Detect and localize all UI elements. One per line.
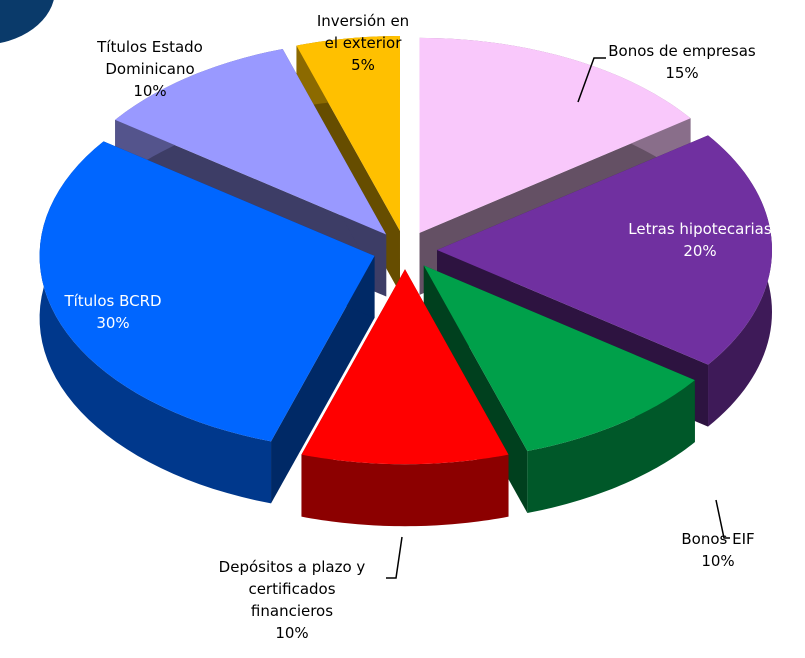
value-label: 10% [275,624,309,642]
category-label: Bonos de empresas [608,42,756,60]
slice [301,269,509,465]
decoration [0,0,54,44]
value-label: 10% [133,82,167,100]
value-label: 10% [701,552,735,570]
slice [423,265,695,451]
slice-label: Bonos de empresas 15% [582,40,782,84]
slice-label: Inversión en el exterior 5% [308,10,418,76]
value-label: 30% [96,314,130,332]
category-label: Títulos Estado Dominicano [97,38,203,78]
slice-label: Letras hipotecarias 20% [600,218,800,262]
leader-line [577,57,606,103]
slice-label: Depósitos a plazo y certificados financi… [207,556,377,644]
slice [39,141,375,442]
category-label: Bonos EIF [681,530,755,548]
slice [419,37,691,233]
slice [437,135,772,365]
slice [296,36,400,232]
category-label: Inversión en el exterior [316,12,410,52]
value-label: 20% [683,242,717,260]
slice-rim [39,141,272,504]
slice [115,49,387,235]
value-label: 15% [665,64,699,82]
slice-label: Títulos BCRD 30% [38,290,188,334]
value-label: 5% [351,56,375,74]
category-label: Letras hipotecarias [628,220,772,238]
slices [39,36,772,527]
slice-label: Bonos EIF 10% [658,528,778,572]
slice-label: Títulos Estado Dominicano 10% [75,36,225,102]
slice-side [271,255,375,504]
category-label: Títulos BCRD [64,292,162,310]
leader-line [386,536,403,579]
slice-rim [527,380,695,513]
slice-rim [301,454,509,527]
category-label: Depósitos a plazo y certificados financi… [218,558,366,620]
leader-line [715,499,730,539]
